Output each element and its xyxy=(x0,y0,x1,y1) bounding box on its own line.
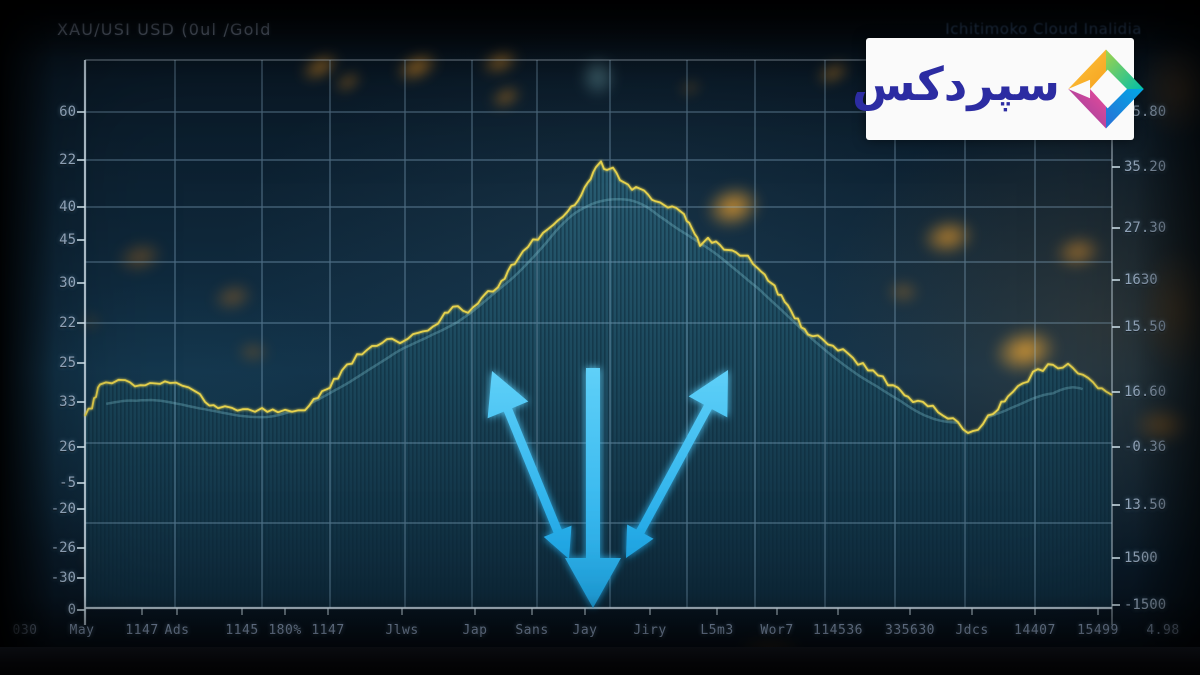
brand-logo-text: سپردکس xyxy=(852,57,1061,111)
brand-logo: سپردکس xyxy=(852,38,1144,140)
indicator-label: Ichitimoko Cloud Inalidia xyxy=(945,20,1142,38)
diamond-logo-icon xyxy=(1068,49,1144,129)
chart-title: XAU/USI USD (0ul /Gold xyxy=(57,20,272,39)
